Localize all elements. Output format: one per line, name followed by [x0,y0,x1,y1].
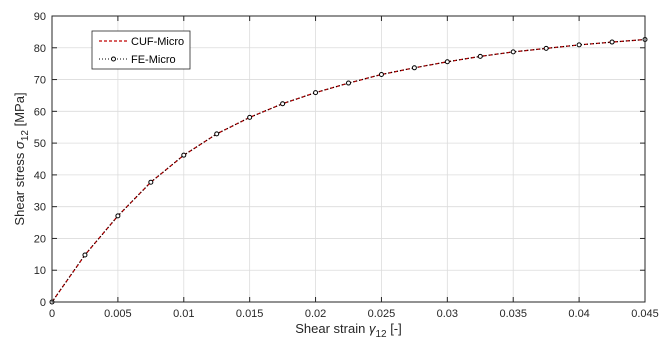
data-point-fe-micro [247,114,253,120]
x-tick-label: 0.035 [499,308,527,320]
x-tick-label: 0.04 [568,308,589,320]
x-tick-label: 0.02 [305,308,326,320]
y-tick-label: 80 [34,43,46,55]
x-axis-label: Shear strain γ12 [-] [295,321,402,340]
data-point-fe-micro [543,45,549,51]
y-axis-label: Shear stress σ12 [MPa] [12,92,31,225]
x-tick-label: 0.015 [236,308,264,320]
y-axis-label-subscript: 12 [20,130,31,142]
data-point-fe-micro [378,71,384,77]
y-tick-label: 90 [34,11,46,23]
data-point-fe-micro [346,80,351,86]
y-tick-label: 10 [34,265,46,277]
legend: CUF-Micro FE-Micro [91,30,191,70]
data-point-fe-micro [313,90,319,96]
y-axis-label-unit: [MPa] [12,92,27,130]
x-axis-label-main: Shear strain [295,321,369,336]
x-tick-label: 0.025 [368,308,396,320]
y-axis-label-main: Shear stress [12,149,27,226]
data-point-fe-micro [444,59,450,65]
y-tick-label: 0 [40,297,46,309]
data-point-fe-micro [82,252,88,258]
data-point-fe-micro [115,213,121,219]
axis-ticks [51,15,646,303]
series-layer [49,37,648,305]
data-point-fe-micro [181,152,187,158]
y-tick-label: 30 [34,202,46,214]
y-tick-label: 70 [34,75,46,87]
legend-marker-fe-micro [111,56,116,62]
x-tick-label: 0.01 [173,308,194,320]
y-tick-label: 40 [34,170,46,182]
x-tick-label: 0.045 [631,308,659,320]
x-axis-label-unit: [-] [387,321,402,336]
x-axis-label-subscript: 12 [375,329,387,340]
data-point-fe-micro [214,131,220,137]
data-point-fe-micro [411,65,417,71]
x-tick-label: 0 [49,308,55,320]
tick-labels: 0 0.005 0.01 0.015 0.02 0.025 0.03 0.035 0.04 0.0… [34,11,659,320]
data-point-fe-micro [510,49,516,55]
plot-frame [51,15,646,303]
legend-label-fe-micro: FE-Micro [131,54,176,66]
y-axis-label-symbol: σ [12,140,27,149]
y-tick-label: 20 [34,233,46,245]
data-point-fe-micro [148,179,154,185]
legend-box [91,30,191,70]
y-tick-label: 50 [34,138,46,150]
x-tick-label: 0.03 [437,308,458,320]
data-point-fe-micro [609,39,615,45]
data-point-fe-micro [477,53,483,59]
data-point-fe-micro [280,101,286,107]
legend-label-cuf-micro: CUF-Micro [131,36,184,48]
x-axis-label-symbol: γ [369,321,377,336]
x-tick-label: 0.005 [104,308,132,320]
y-tick-label: 60 [34,106,46,118]
data-point-fe-micro [576,42,582,48]
